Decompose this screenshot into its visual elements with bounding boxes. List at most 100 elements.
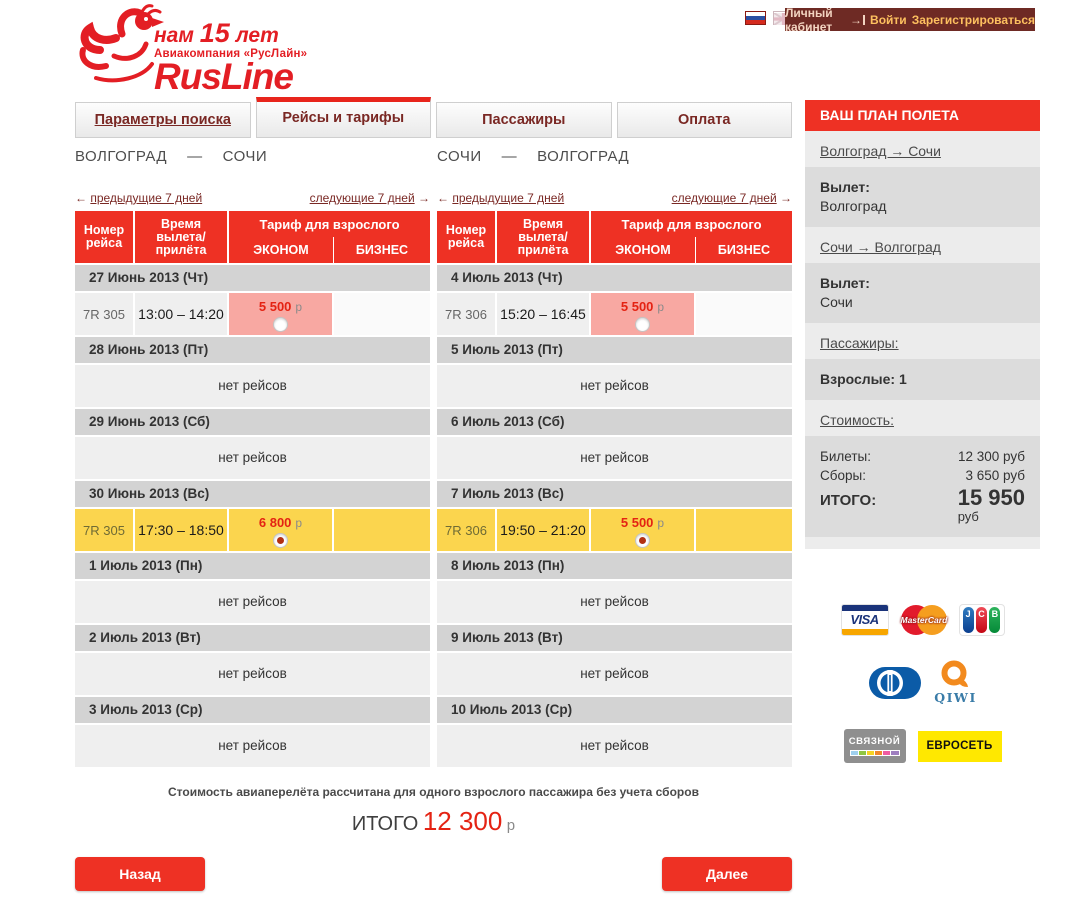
fare-radio[interactable] [273,316,288,332]
euroset-icon: ЕВРОСЕТЬ [917,730,1002,762]
login-bar: Личный кабинет → Войти Зарегистрироватьс… [785,5,1035,34]
route-title: СОЧИ — ВОЛГОГРАД [437,148,792,168]
next-7-days-link[interactable]: следующие 7 дней → [310,191,430,206]
tab-payment[interactable]: Оплата [616,102,792,138]
tickets-row: Билеты: 12 300 руб [820,447,1025,466]
fees-value: 3 650 руб [965,468,1025,483]
anniversary-post: лет [235,24,279,47]
grand-total-label: ИТОГО [351,813,419,835]
fees-label: Сборы: [820,468,866,483]
next-7-days-label: следующие 7 дней [309,191,415,205]
econom-fare-cell[interactable]: 5 500 р [591,509,694,551]
col-time-header: Время вылета/ прилёта [497,211,589,263]
no-flights-row: нет рейсов [437,581,792,623]
left-arrow-icon: ← [75,191,87,205]
route-from: ВОЛГОГРАД [75,148,168,165]
register-link[interactable]: Зарегистрироваться [911,12,1035,27]
no-flights-row: нет рейсов [437,653,792,695]
tab-flights-fares[interactable]: Рейсы и тарифы [255,97,431,138]
passengers-link[interactable]: Пассажиры: [820,335,899,351]
business-fare-cell [334,509,430,551]
anniversary-text: нам 15 лет [154,20,307,47]
prev-7-days-label: предыдущие 7 дней [452,191,565,205]
no-flights-row: нет рейсов [75,581,430,623]
date-row: 10 Июль 2013 (Ср) [437,697,792,723]
flight-number-cell: 7R 305 [75,293,133,335]
russian-flag-icon[interactable] [745,11,766,25]
business-fare-cell [696,509,792,551]
next-button[interactable]: Далее [662,857,792,891]
route-to: ВОЛГОГРАД [537,148,630,165]
depart-label: Вылет: [820,275,870,291]
svyaznoy-icon: СВЯЗНОЙ [843,729,906,763]
fare-radio[interactable] [635,316,650,332]
total-value-wrap: 15 950 руб [958,487,1025,526]
econom-fare-cell[interactable]: 5 500 р [591,293,694,335]
econom-fare-cell[interactable]: 5 500 р [229,293,332,335]
date-row: 7 Июль 2013 (Вс) [437,481,792,507]
econom-fare-cell[interactable]: 6 800 р [229,509,332,551]
personal-cabinet-link[interactable]: Личный кабинет [785,5,833,34]
date-row: 27 Июнь 2013 (Чт) [75,265,430,291]
total-row: ИТОГО: 15 950 руб [820,487,1025,526]
next-7-days-link[interactable]: следующие 7 дней → [672,191,792,206]
date-row: 29 Июнь 2013 (Сб) [75,409,430,435]
fare-price-value: 6 800 [258,514,292,530]
col-time-header: Время вылета/ прилёта [135,211,227,263]
mastercard-icon: MasterCard [900,604,947,636]
fare-price: 5 500 р [259,299,302,315]
rusline-bird-icon [79,4,164,83]
col-econom-header: ЭКОНОМ [229,237,334,263]
diners-club-icon [868,665,922,701]
action-buttons: Назад Далее [75,857,792,891]
rusline-logo[interactable]: нам 15 лет Авиакомпания «РусЛайн» RusLin… [76,4,308,95]
date-row: 8 Июль 2013 (Пн) [437,553,792,579]
prev-7-days-link[interactable]: ← предыдущие 7 дней [75,191,202,206]
flight-number-cell: 7R 305 [75,509,133,551]
passengers-value: Взрослые: 1 [820,371,907,387]
date-row: 1 Июль 2013 (Пн) [75,553,430,579]
qiwi-icon: QIWI [934,660,977,705]
fare-radio[interactable] [635,532,650,548]
flight-row: 7R 305 17:30 – 18:50 6 800 р [75,509,430,551]
fare-price: 5 500 р [621,299,664,315]
company-name: Авиакомпания «РусЛайн» [154,48,308,60]
payment-row-retail: СВЯЗНОЙ ЕВРОСЕТЬ [805,729,1040,763]
segment-link-outbound[interactable]: Волгоград → Сочи [820,143,941,159]
route-dash: — [187,148,203,165]
total-label: ИТОГО: [820,492,877,509]
depart-city: Сочи [820,294,853,310]
flight-time-cell: 19:50 – 21:20 [497,509,589,551]
date-row: 5 Июль 2013 (Пт) [437,337,792,363]
fare-price-value: 5 500 [620,514,654,530]
no-flights-row: нет рейсов [437,725,792,767]
prev-7-days-label: предыдущие 7 дней [90,191,203,205]
main-content: ВОЛГОГРАД — СОЧИ ← предыдущие 7 дней следующ… [75,148,792,891]
prev-7-days-link[interactable]: ← предыдущие 7 дней [437,191,564,206]
fare-price-value: 5 500 [258,298,292,314]
no-flights-row: нет рейсов [437,437,792,479]
segment-outbound-depart: Вылет: Волгоград [805,167,1040,227]
sign-in-link[interactable]: Войти [870,12,907,27]
tab-search-params[interactable]: Параметры поиска [75,102,251,138]
flight-number-cell: 7R 306 [437,509,495,551]
segment-link-return[interactable]: Сочи → Волгоград [820,239,941,255]
flight-number-cell: 7R 306 [437,293,495,335]
flight-plan-sidebar: ВАШ ПЛАН ПОЛЕТА Волгоград → Сочи Вылет: … [805,100,1040,787]
col-flight-number-header: Номер рейса [75,211,133,263]
tab-passengers[interactable]: Пассажиры [436,102,612,138]
no-flights-row: нет рейсов [75,365,430,407]
date-row: 2 Июль 2013 (Вт) [75,625,430,651]
flight-column: СОЧИ — ВОЛГОГРАД ← предыдущие 7 дней следующ… [437,148,792,767]
depart-city: Волгоград [820,198,887,214]
fare-radio[interactable] [273,532,288,548]
date-row: 30 Июнь 2013 (Вс) [75,481,430,507]
back-button[interactable]: Назад [75,857,205,891]
next-7-days-label: следующие 7 дней [671,191,777,205]
flight-row: 7R 306 15:20 – 16:45 5 500 р [437,293,792,335]
cost-link[interactable]: Стоимость: [820,412,894,428]
flight-time-cell: 13:00 – 14:20 [135,293,227,335]
